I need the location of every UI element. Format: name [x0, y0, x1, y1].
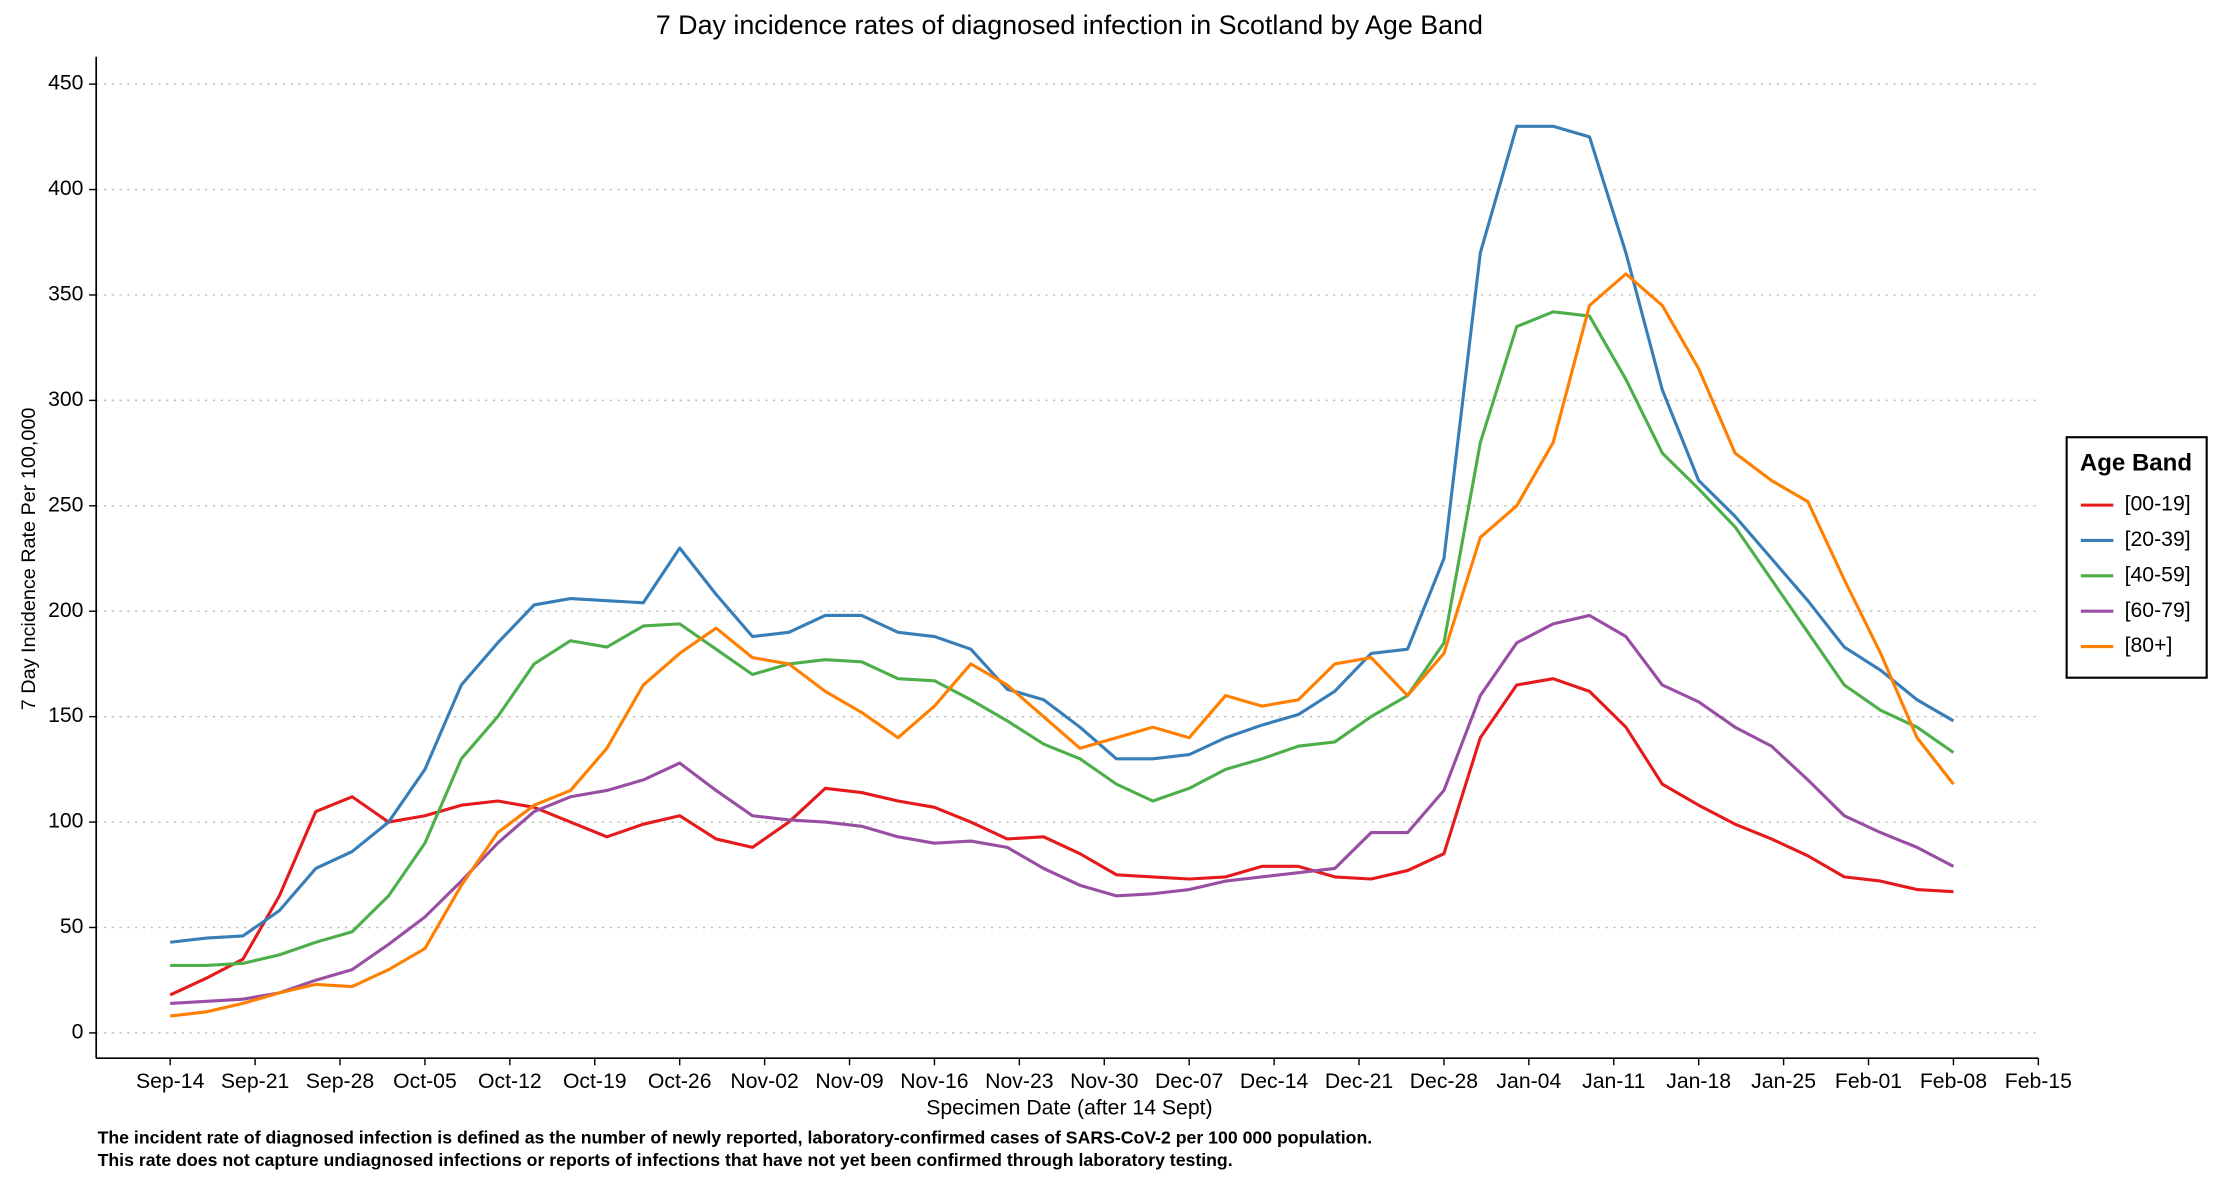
x-tick-label: Feb-08	[1920, 1070, 1987, 1093]
series-line	[170, 613, 1955, 1005]
legend-label: [00-19]	[2125, 493, 2191, 516]
x-tick-label: Jan-04	[1496, 1070, 1561, 1093]
x-tick-label: Jan-18	[1666, 1070, 1731, 1093]
x-axis-title: Specimen Date (after 14 Sept)	[926, 1097, 1212, 1120]
x-tick-label: Sep-14	[136, 1070, 205, 1093]
x-tick-label: Nov-09	[815, 1070, 883, 1093]
x-tick-label: Nov-23	[985, 1070, 1053, 1093]
x-tick-label: Nov-02	[730, 1070, 798, 1093]
y-tick-label: 450	[48, 72, 83, 95]
x-tick-label: Oct-05	[393, 1070, 457, 1093]
y-tick-label: 250	[48, 493, 83, 516]
x-tick-label: Nov-16	[900, 1070, 968, 1093]
x-tick-label: Dec-07	[1155, 1070, 1223, 1093]
series-line	[169, 677, 1954, 997]
y-tick-label: 350	[48, 283, 83, 306]
y-tick-label: 400	[48, 177, 83, 200]
series-line	[170, 124, 1955, 944]
x-tick-label: Dec-28	[1410, 1070, 1478, 1093]
footnote: The incident rate of diagnosed infection…	[98, 1128, 1373, 1148]
legend-label: [80+]	[2125, 634, 2173, 657]
x-tick-label: Dec-21	[1325, 1070, 1393, 1093]
y-axis-title: 7 Day Incidence Rate Per 100,000	[18, 408, 40, 711]
x-tick-label: Oct-26	[648, 1070, 712, 1093]
x-tick-label: Dec-14	[1240, 1070, 1309, 1093]
x-tick-label: Oct-12	[478, 1070, 542, 1093]
y-tick-label: 100	[48, 810, 83, 833]
y-tick-label: 300	[48, 388, 83, 411]
chart-title: 7 Day incidence rates of diagnosed infec…	[656, 10, 1483, 40]
x-tick-label: Sep-28	[306, 1070, 374, 1093]
y-tick-label: 200	[48, 599, 83, 622]
legend-label: [40-59]	[2125, 563, 2191, 586]
y-tick-label: 50	[60, 915, 84, 938]
footnote: This rate does not capture undiagnosed i…	[98, 1150, 1233, 1170]
series-line	[170, 272, 1955, 1018]
x-tick-label: Jan-11	[1582, 1070, 1645, 1093]
y-tick-label: 150	[48, 704, 83, 727]
legend-label: [60-79]	[2125, 599, 2191, 622]
y-tick-label: 0	[72, 1021, 84, 1044]
legend-title: Age Band	[2080, 449, 2192, 476]
x-tick-label: Oct-19	[563, 1070, 627, 1093]
x-tick-label: Jan-25	[1751, 1070, 1816, 1093]
legend-box	[2065, 436, 2208, 679]
series-line	[170, 310, 1955, 967]
legend-label: [20-39]	[2125, 528, 2191, 551]
x-tick-label: Nov-30	[1070, 1070, 1138, 1093]
x-tick-label: Sep-21	[221, 1070, 289, 1093]
x-tick-label: Feb-15	[2005, 1070, 2072, 1093]
x-tick-label: Feb-01	[1835, 1070, 1902, 1093]
